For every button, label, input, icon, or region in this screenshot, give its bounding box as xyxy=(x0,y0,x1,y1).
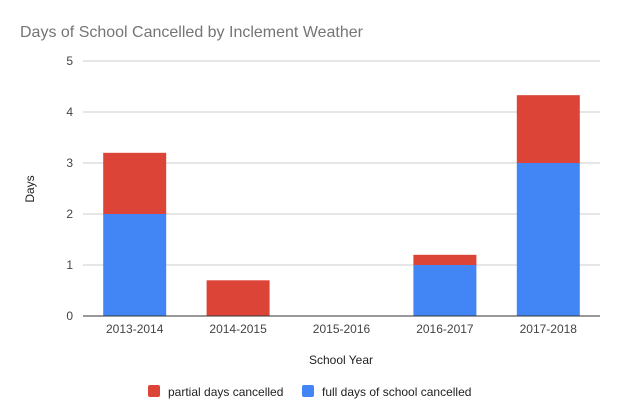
bars xyxy=(83,95,600,317)
x-tick-label: 2013-2014 xyxy=(106,322,164,336)
x-tick-label: 2017-2018 xyxy=(520,322,578,336)
x-tick-label: 2015-2016 xyxy=(313,322,371,336)
y-tick-label: 0 xyxy=(66,309,73,323)
y-axis-label: Days xyxy=(23,175,37,202)
legend-label: partial days cancelled xyxy=(168,385,283,399)
y-tick-label: 5 xyxy=(66,54,73,68)
legend: partial days cancelled full days of schoo… xyxy=(148,385,471,399)
legend-swatch xyxy=(148,385,160,397)
x-tick-label: 2016-2017 xyxy=(416,322,474,336)
x-axis-label: School Year xyxy=(309,353,373,367)
bar-segment xyxy=(516,95,580,163)
y-tick-label: 4 xyxy=(66,105,73,119)
y-tick-label: 3 xyxy=(66,156,73,170)
y-tick-label: 1 xyxy=(66,258,73,272)
bar-segment xyxy=(103,152,167,214)
bar-segment xyxy=(516,163,580,316)
bar-segment xyxy=(413,265,477,316)
x-tick-label: 2014-2015 xyxy=(209,322,267,336)
bar-segment xyxy=(103,214,167,316)
bar-segment xyxy=(206,280,270,316)
x-tick-labels: 2013-2014 2014-2015 2015-2016 2016-2017 2017… xyxy=(106,322,577,336)
y-tick-label: 2 xyxy=(66,207,73,221)
bar-segment xyxy=(413,254,477,265)
legend-label: full days of school cancelled xyxy=(322,385,471,399)
chart-title: Days of School Cancelled by Inclement We… xyxy=(20,24,364,41)
legend-swatch xyxy=(302,385,314,397)
